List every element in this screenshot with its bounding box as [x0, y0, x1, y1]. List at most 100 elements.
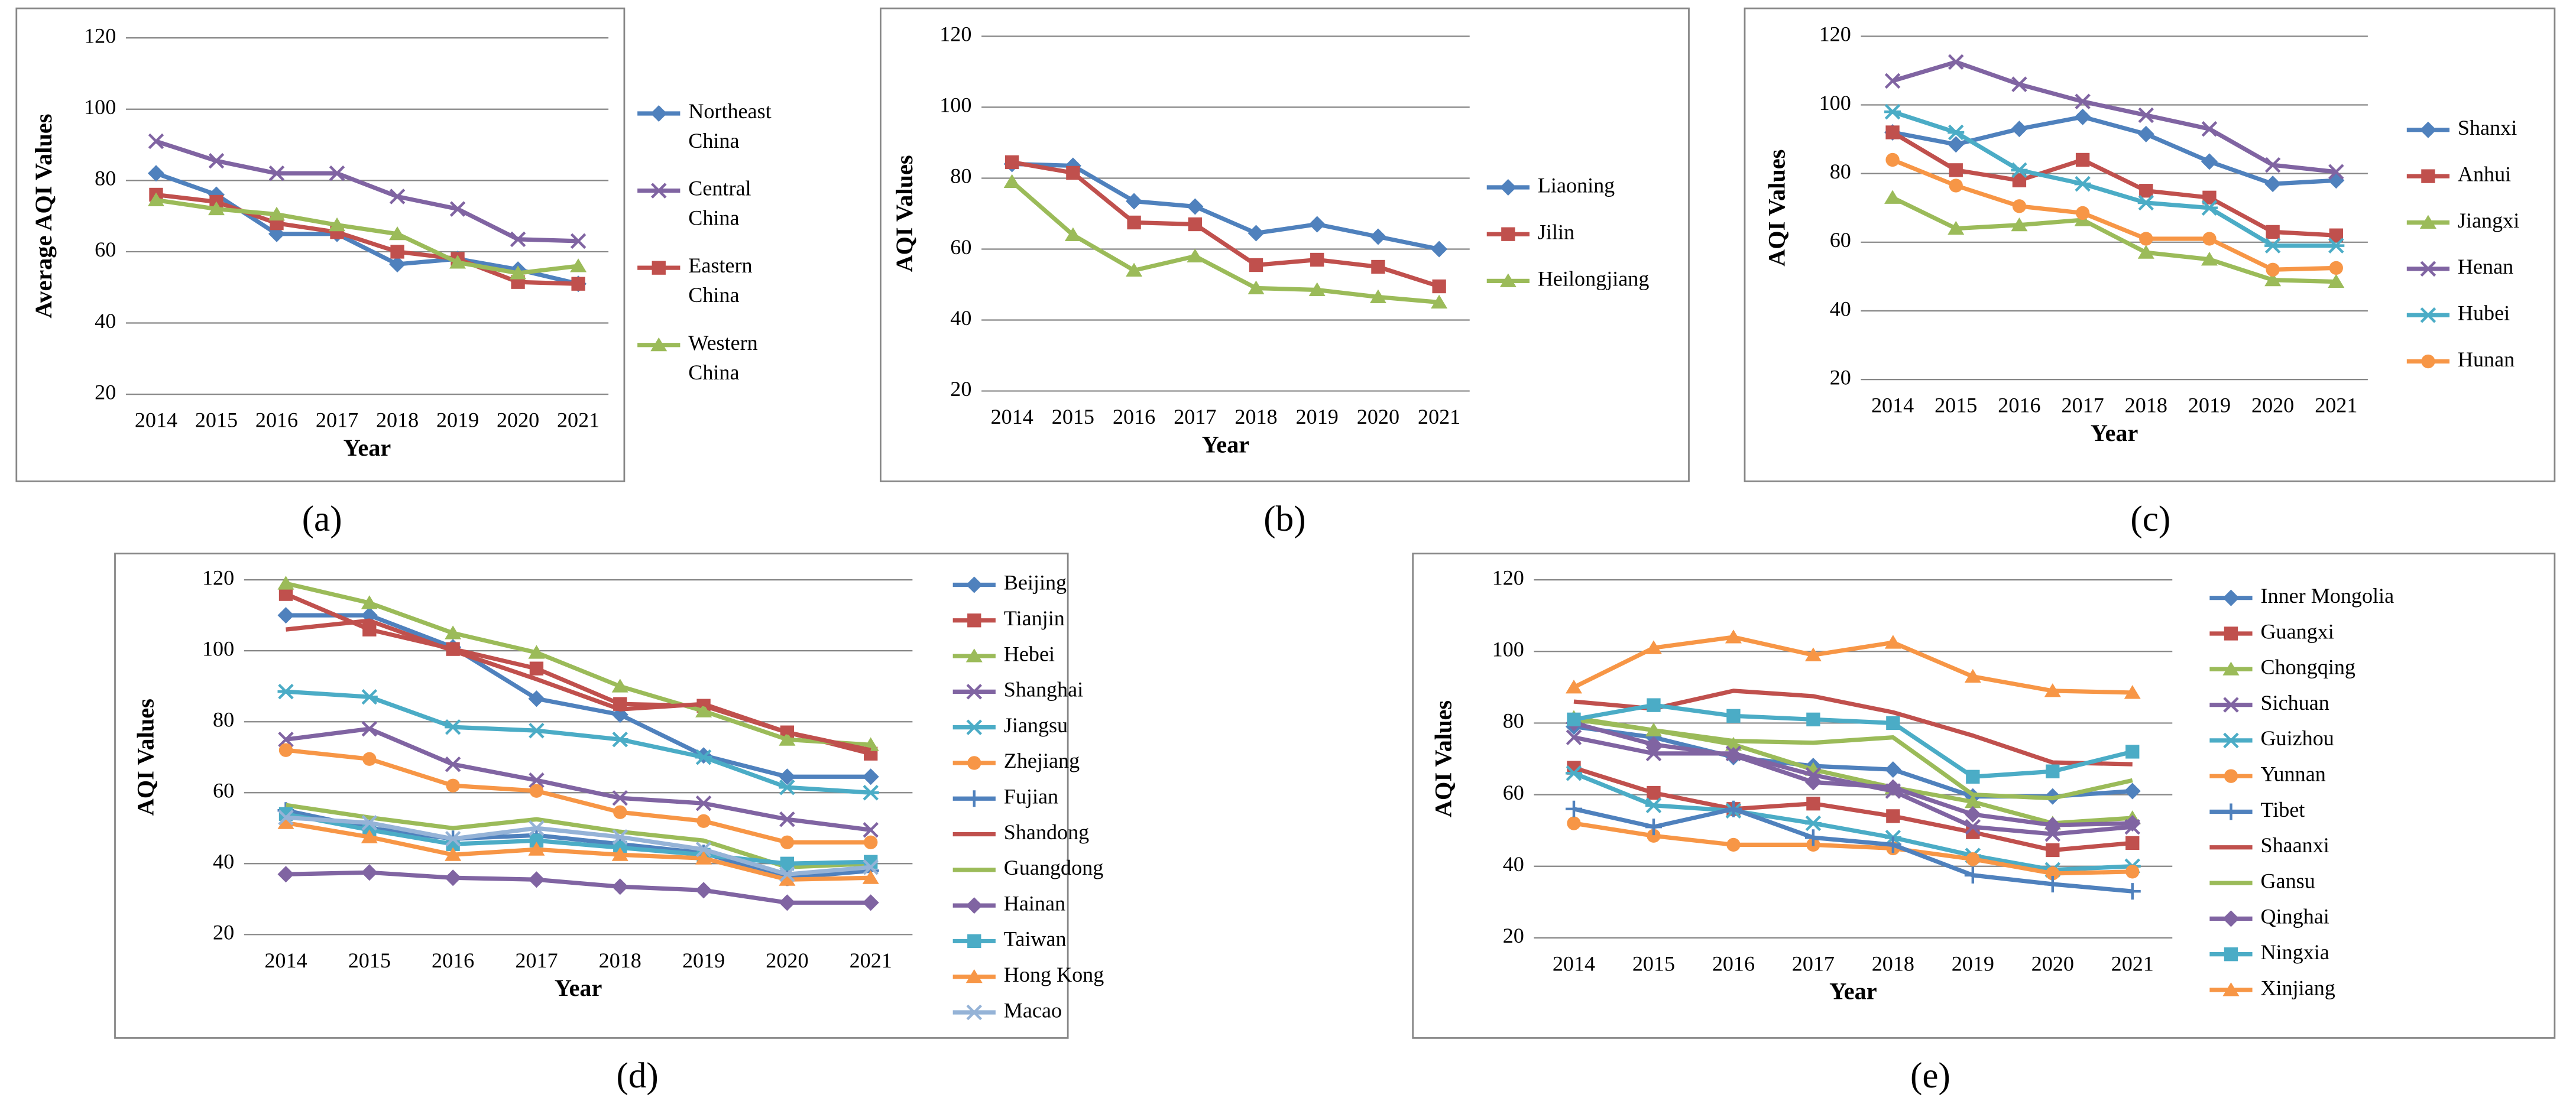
- series-line: [1573, 807, 2133, 894]
- series-line: [1010, 180, 1440, 305]
- series-line: [1573, 765, 2133, 853]
- marker: [611, 847, 628, 861]
- marker: [361, 829, 378, 843]
- legend-label: Jilin: [1538, 220, 1574, 244]
- marker: [1948, 54, 1964, 70]
- marker: [2124, 782, 2141, 800]
- marker: [529, 820, 545, 836]
- y-tick-label: 20: [1830, 365, 1851, 389]
- marker: [1248, 225, 1265, 242]
- marker: [1885, 125, 1900, 139]
- marker: [329, 165, 345, 181]
- marker: [2075, 93, 2091, 109]
- marker: [695, 703, 712, 717]
- marker: [2124, 815, 2141, 832]
- marker: [779, 894, 796, 911]
- marker: [2419, 121, 2436, 138]
- x-tick-label: 2018: [376, 408, 419, 432]
- marker: [329, 217, 346, 232]
- x-tick-label: 2021: [2315, 394, 2357, 417]
- y-tick-label: 100: [1819, 91, 1851, 115]
- marker: [779, 866, 795, 882]
- marker: [2419, 307, 2436, 323]
- marker: [208, 152, 225, 169]
- marker: [2125, 745, 2140, 759]
- marker: [1566, 729, 1582, 745]
- marker: [1725, 800, 1742, 817]
- marker: [528, 690, 545, 707]
- series-line: [1573, 771, 2133, 872]
- marker: [2202, 190, 2217, 204]
- marker: [1884, 635, 1901, 649]
- marker: [510, 265, 527, 280]
- marker: [2137, 125, 2154, 142]
- marker: [1066, 165, 1080, 180]
- x-tick-label: 2017: [515, 949, 558, 972]
- legend-label: Guangdong: [1004, 856, 1104, 879]
- marker: [1884, 836, 1901, 853]
- marker: [965, 969, 983, 983]
- series-line: [1573, 703, 2133, 779]
- x-tick-label: 2015: [348, 949, 391, 972]
- marker: [1804, 647, 1822, 661]
- legend-label: Shaanxi: [2260, 833, 2329, 857]
- y-tick-label: 40: [1830, 297, 1851, 320]
- marker: [1964, 668, 1981, 683]
- x-tick-label: 2017: [1792, 952, 1835, 975]
- y-tick-label: 80: [95, 167, 116, 190]
- legend-label: Xinjiang: [2260, 976, 2335, 999]
- marker: [863, 859, 879, 875]
- marker: [1369, 289, 1386, 304]
- panel-label: (c): [2130, 499, 2170, 539]
- marker: [449, 255, 466, 269]
- legend-label: Yunnan: [2260, 762, 2325, 785]
- marker: [1432, 279, 1446, 294]
- x-tick-label: 2018: [1872, 952, 1914, 975]
- marker: [278, 810, 294, 826]
- marker: [2222, 910, 2240, 927]
- marker: [528, 842, 545, 856]
- marker: [2264, 238, 2282, 254]
- marker: [1949, 163, 1963, 177]
- marker: [1431, 241, 1448, 258]
- marker: [1645, 819, 1662, 836]
- chart-frame: [879, 7, 1690, 482]
- marker: [2224, 626, 2238, 641]
- marker: [1499, 179, 1517, 196]
- x-tick-label: 2015: [1632, 952, 1675, 975]
- marker: [1565, 765, 1582, 781]
- marker: [1948, 136, 1965, 153]
- marker: [2201, 252, 2218, 266]
- x-tick-label: 2020: [497, 408, 539, 432]
- marker: [362, 622, 377, 637]
- series-line: [1892, 115, 2337, 186]
- marker: [652, 261, 666, 275]
- y-tick-label: 80: [1830, 160, 1851, 183]
- panel-label: (a): [302, 499, 342, 539]
- marker: [570, 258, 587, 272]
- marker: [1499, 273, 1517, 287]
- series-line: [1892, 60, 2337, 174]
- y-tick-label: 100: [84, 95, 116, 119]
- marker: [1567, 816, 1581, 830]
- chart: 20 40 60 80 100 120 2014 2015 2016 2017 2018 2019 20…: [1744, 7, 2556, 539]
- marker: [2421, 354, 2435, 369]
- marker: [2044, 826, 2061, 842]
- chart-frame: [114, 553, 1069, 1039]
- marker: [1003, 174, 1020, 188]
- y-tick-label: 60: [213, 779, 234, 803]
- marker: [2044, 683, 2061, 697]
- x-tick-label: 2014: [991, 405, 1033, 428]
- marker: [780, 856, 795, 871]
- marker: [965, 648, 983, 663]
- marker: [2044, 876, 2061, 893]
- x-tick-label: 2020: [766, 949, 808, 972]
- y-tick-label: 80: [1503, 709, 1524, 733]
- legend-label: Jiangxi: [2458, 209, 2519, 232]
- marker: [1806, 797, 1820, 811]
- marker: [863, 822, 879, 838]
- marker: [1187, 198, 1204, 215]
- marker: [862, 785, 879, 801]
- marker: [1567, 712, 1581, 727]
- marker: [2046, 843, 2060, 858]
